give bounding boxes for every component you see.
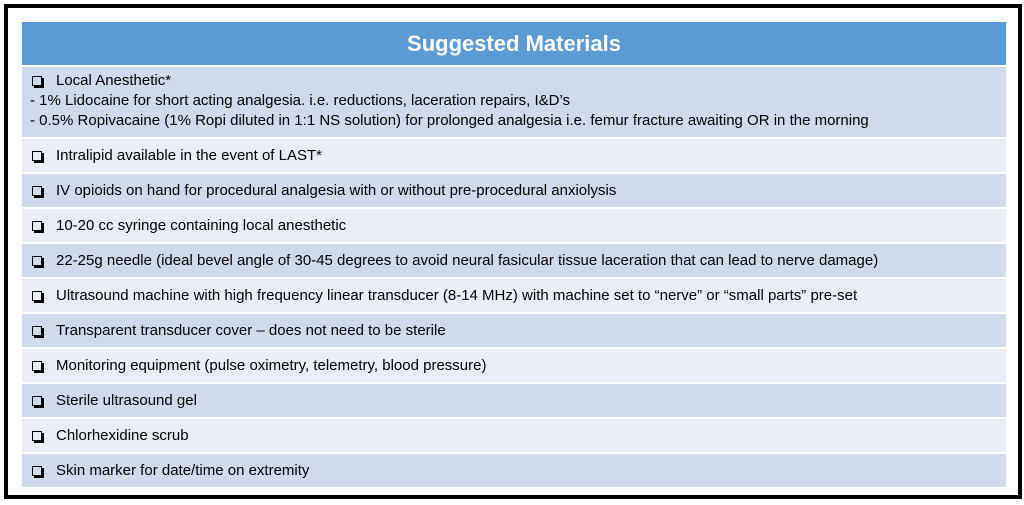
item-subline: - 1% Lidocaine for short acting analgesi…	[30, 92, 571, 109]
list-item-local-anesthetic: Local Anesthetic* - 1% Lidocaine for sho…	[22, 67, 1006, 139]
list-item: Monitoring equipment (pulse oximetry, te…	[22, 349, 1006, 384]
checkbox-icon	[32, 395, 42, 406]
item-subline: - 0.5% Ropivacaine (1% Ropi diluted in 1…	[30, 112, 869, 129]
item-label: Local Anesthetic*	[56, 72, 172, 89]
list-item: Sterile ultrasound gel	[22, 384, 1006, 419]
list-item: Ultrasound machine with high frequency l…	[22, 279, 1006, 314]
checkbox-icon	[32, 185, 42, 196]
checkbox-icon	[32, 290, 42, 301]
checkbox-icon	[32, 255, 42, 266]
list-item: Intralipid available in the event of LAS…	[22, 139, 1006, 174]
item-label: Ultrasound machine with high frequency l…	[56, 286, 858, 304]
checkbox-icon	[32, 465, 42, 476]
checkbox-icon	[32, 220, 42, 231]
item-label: Sterile ultrasound gel	[56, 391, 197, 409]
item-label: Monitoring equipment (pulse oximetry, te…	[56, 356, 487, 374]
item-label: IV opioids on hand for procedural analge…	[56, 181, 617, 199]
item-label: Intralipid available in the event of LAS…	[56, 146, 322, 164]
list-item: 10-20 cc syringe containing local anesth…	[22, 209, 1006, 244]
checkbox-icon	[32, 360, 42, 371]
item-label: 10-20 cc syringe containing local anesth…	[56, 216, 347, 234]
table-title: Suggested Materials	[22, 22, 1006, 67]
list-item: Transparent transducer cover – does not …	[22, 314, 1006, 349]
list-item: Skin marker for date/time on extremity	[22, 454, 1006, 489]
item-label: Transparent transducer cover – does not …	[56, 321, 446, 339]
item-label: Chlorhexidine scrub	[56, 426, 189, 444]
materials-table: Suggested Materials Local Anesthetic* - …	[22, 22, 1006, 489]
list-item: Chlorhexidine scrub	[22, 419, 1006, 454]
checkbox-icon	[32, 325, 42, 336]
list-item: IV opioids on hand for procedural analge…	[22, 174, 1006, 209]
list-item: 22-25g needle (ideal bevel angle of 30-4…	[22, 244, 1006, 279]
item-label: Skin marker for date/time on extremity	[56, 461, 310, 479]
checkbox-icon	[32, 76, 42, 86]
slide-frame: Suggested Materials Local Anesthetic* - …	[4, 4, 1022, 499]
checkbox-icon	[32, 430, 42, 441]
item-label: 22-25g needle (ideal bevel angle of 30-4…	[56, 251, 879, 269]
checkbox-icon	[32, 150, 42, 161]
